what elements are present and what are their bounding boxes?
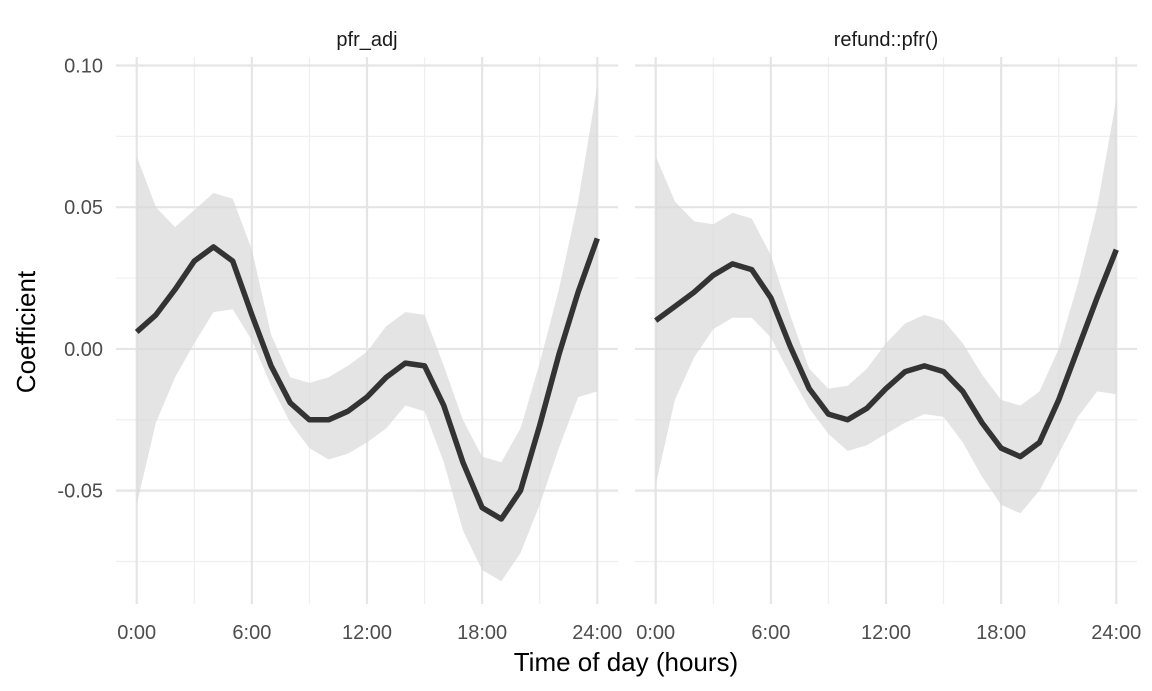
y-axis: -0.05 0.00 0.05 0.10: [57, 56, 103, 503]
x-tick-label: 6:00: [232, 622, 271, 644]
x-tick-label: 0:00: [636, 622, 675, 644]
x-axis-title: Time of day (hours): [514, 647, 738, 677]
x-tick-label: 6:00: [751, 622, 790, 644]
estimate-line: [654, 248, 1119, 460]
x-tick-label: 18:00: [457, 622, 507, 644]
facet-title: refund::pfr(): [834, 29, 938, 51]
x-tick-label: 0:00: [117, 622, 156, 644]
facet-panel: 0:00 6:00 12:00 18:00 24:00 pfr_adj: [116, 29, 622, 644]
x-tick-label: 24:00: [572, 622, 622, 644]
y-tick-label: 0.10: [64, 56, 103, 78]
estimate-line: [134, 237, 600, 522]
x-tick-label: 12:00: [861, 622, 911, 644]
x-tick-label: 12:00: [342, 622, 392, 644]
y-axis-title: Coefficient: [11, 270, 41, 393]
confidence-band: [136, 85, 598, 582]
y-tick-label: 0.05: [64, 197, 103, 219]
confidence-band: [655, 99, 1117, 514]
x-tick-label: 24:00: [1091, 622, 1141, 644]
facet-title: pfr_adj: [336, 29, 397, 51]
facet-panel: 0:00 6:00 12:00 18:00 24:00 refund::pfr(): [635, 29, 1141, 644]
x-tick-label: 18:00: [976, 622, 1026, 644]
y-tick-label: -0.05: [57, 481, 103, 503]
y-tick-label: 0.00: [64, 339, 103, 361]
panels: 0:00 6:00 12:00 18:00 24:00 pfr_adj 0:00 6:00 12…: [116, 29, 1141, 644]
